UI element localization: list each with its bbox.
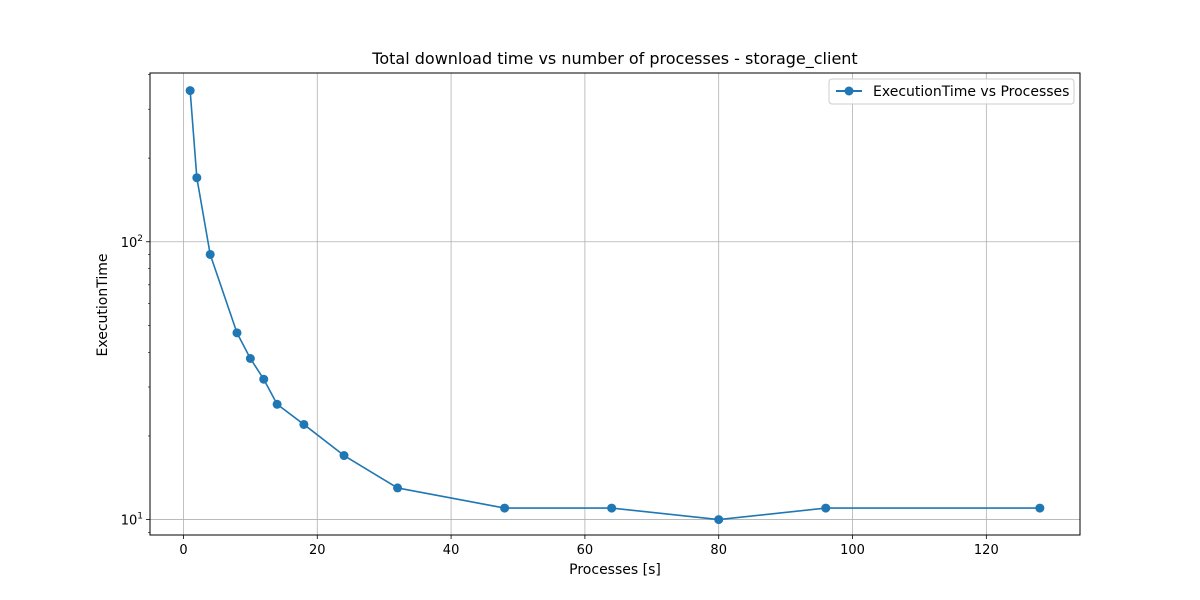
legend-marker-swatch	[844, 86, 854, 96]
plot-frame	[149, 72, 1081, 536]
x-tick-label: 20	[309, 543, 326, 558]
x-tick-label: 0	[179, 543, 187, 558]
legend: ExecutionTime vs Processes	[828, 78, 1075, 105]
data-point	[500, 503, 510, 513]
y-tick-label-exponent: 2	[137, 234, 143, 244]
x-tick-label: 40	[443, 543, 460, 558]
legend-label: ExecutionTime vs Processes	[873, 84, 1069, 100]
grid-layer	[150, 73, 1080, 535]
data-point	[232, 328, 242, 338]
data-point	[205, 249, 215, 259]
x-axis-label: Processes [s]	[569, 562, 661, 578]
data-point	[272, 399, 282, 409]
data-point	[259, 374, 269, 384]
data-point	[299, 419, 309, 429]
series-marker-layer	[185, 86, 1045, 525]
x-tick-label: 120	[974, 543, 999, 558]
data-point	[393, 483, 403, 493]
data-point	[1035, 503, 1045, 513]
x-tick-label: 100	[840, 543, 865, 558]
y-axis-label: ExecutionTime	[95, 254, 111, 357]
data-point	[339, 451, 349, 461]
chart-title: Total download time vs number of process…	[371, 49, 857, 69]
data-point	[185, 86, 195, 96]
data-point	[714, 515, 724, 525]
data-point	[245, 354, 255, 364]
x-tick-label: 60	[577, 543, 594, 558]
data-point	[192, 173, 202, 183]
legend-box	[828, 78, 1075, 105]
x-tick-label: 80	[710, 543, 727, 558]
data-point	[607, 503, 617, 513]
data-point	[821, 503, 831, 513]
y-tick-label-exponent: 1	[137, 512, 143, 522]
